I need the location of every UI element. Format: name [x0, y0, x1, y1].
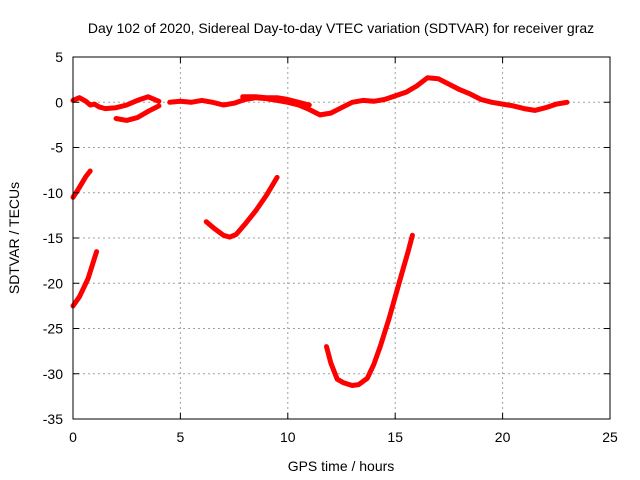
y-tick-label: -15	[43, 230, 63, 246]
y-tick-label: -35	[43, 411, 63, 427]
y-tick-label: -25	[43, 321, 63, 337]
y-tick-label: -20	[43, 275, 63, 291]
series-arc-2	[113, 103, 162, 123]
y-tick-label: -30	[43, 366, 63, 382]
y-tick-label: 0	[55, 94, 63, 110]
x-tick-label: 25	[602, 429, 618, 445]
series-arc-3	[167, 75, 570, 118]
series-arc-1	[70, 94, 162, 112]
x-tick-label: 5	[177, 429, 185, 445]
y-tick-labels: 5 0 -5 -10 -15 -20 -25 -30 -35	[43, 49, 63, 427]
series-arc-7	[203, 174, 280, 240]
series-layer	[70, 75, 570, 388]
series-arc-8	[324, 232, 415, 388]
x-tick-label: 15	[387, 429, 403, 445]
y-tick-label: 5	[55, 49, 63, 65]
x-tick-label: 0	[69, 429, 77, 445]
y-axis-label: SDTVAR / TECUs	[6, 182, 22, 294]
series-arc-5	[70, 168, 93, 200]
tick-layer	[72, 56, 611, 420]
x-tick-label: 20	[495, 429, 511, 445]
chart-title: Day 102 of 2020, Sidereal Day-to-day VTE…	[88, 20, 594, 36]
x-tick-label: 10	[280, 429, 296, 445]
grid-layer	[73, 57, 610, 419]
series-arc-6	[70, 249, 100, 309]
x-tick-labels: 0 5 10 15 20 25	[69, 429, 618, 445]
y-tick-label: -5	[51, 140, 64, 156]
x-axis-label: GPS time / hours	[288, 458, 395, 474]
y-tick-label: -10	[43, 185, 63, 201]
series-arc-4	[240, 94, 312, 108]
